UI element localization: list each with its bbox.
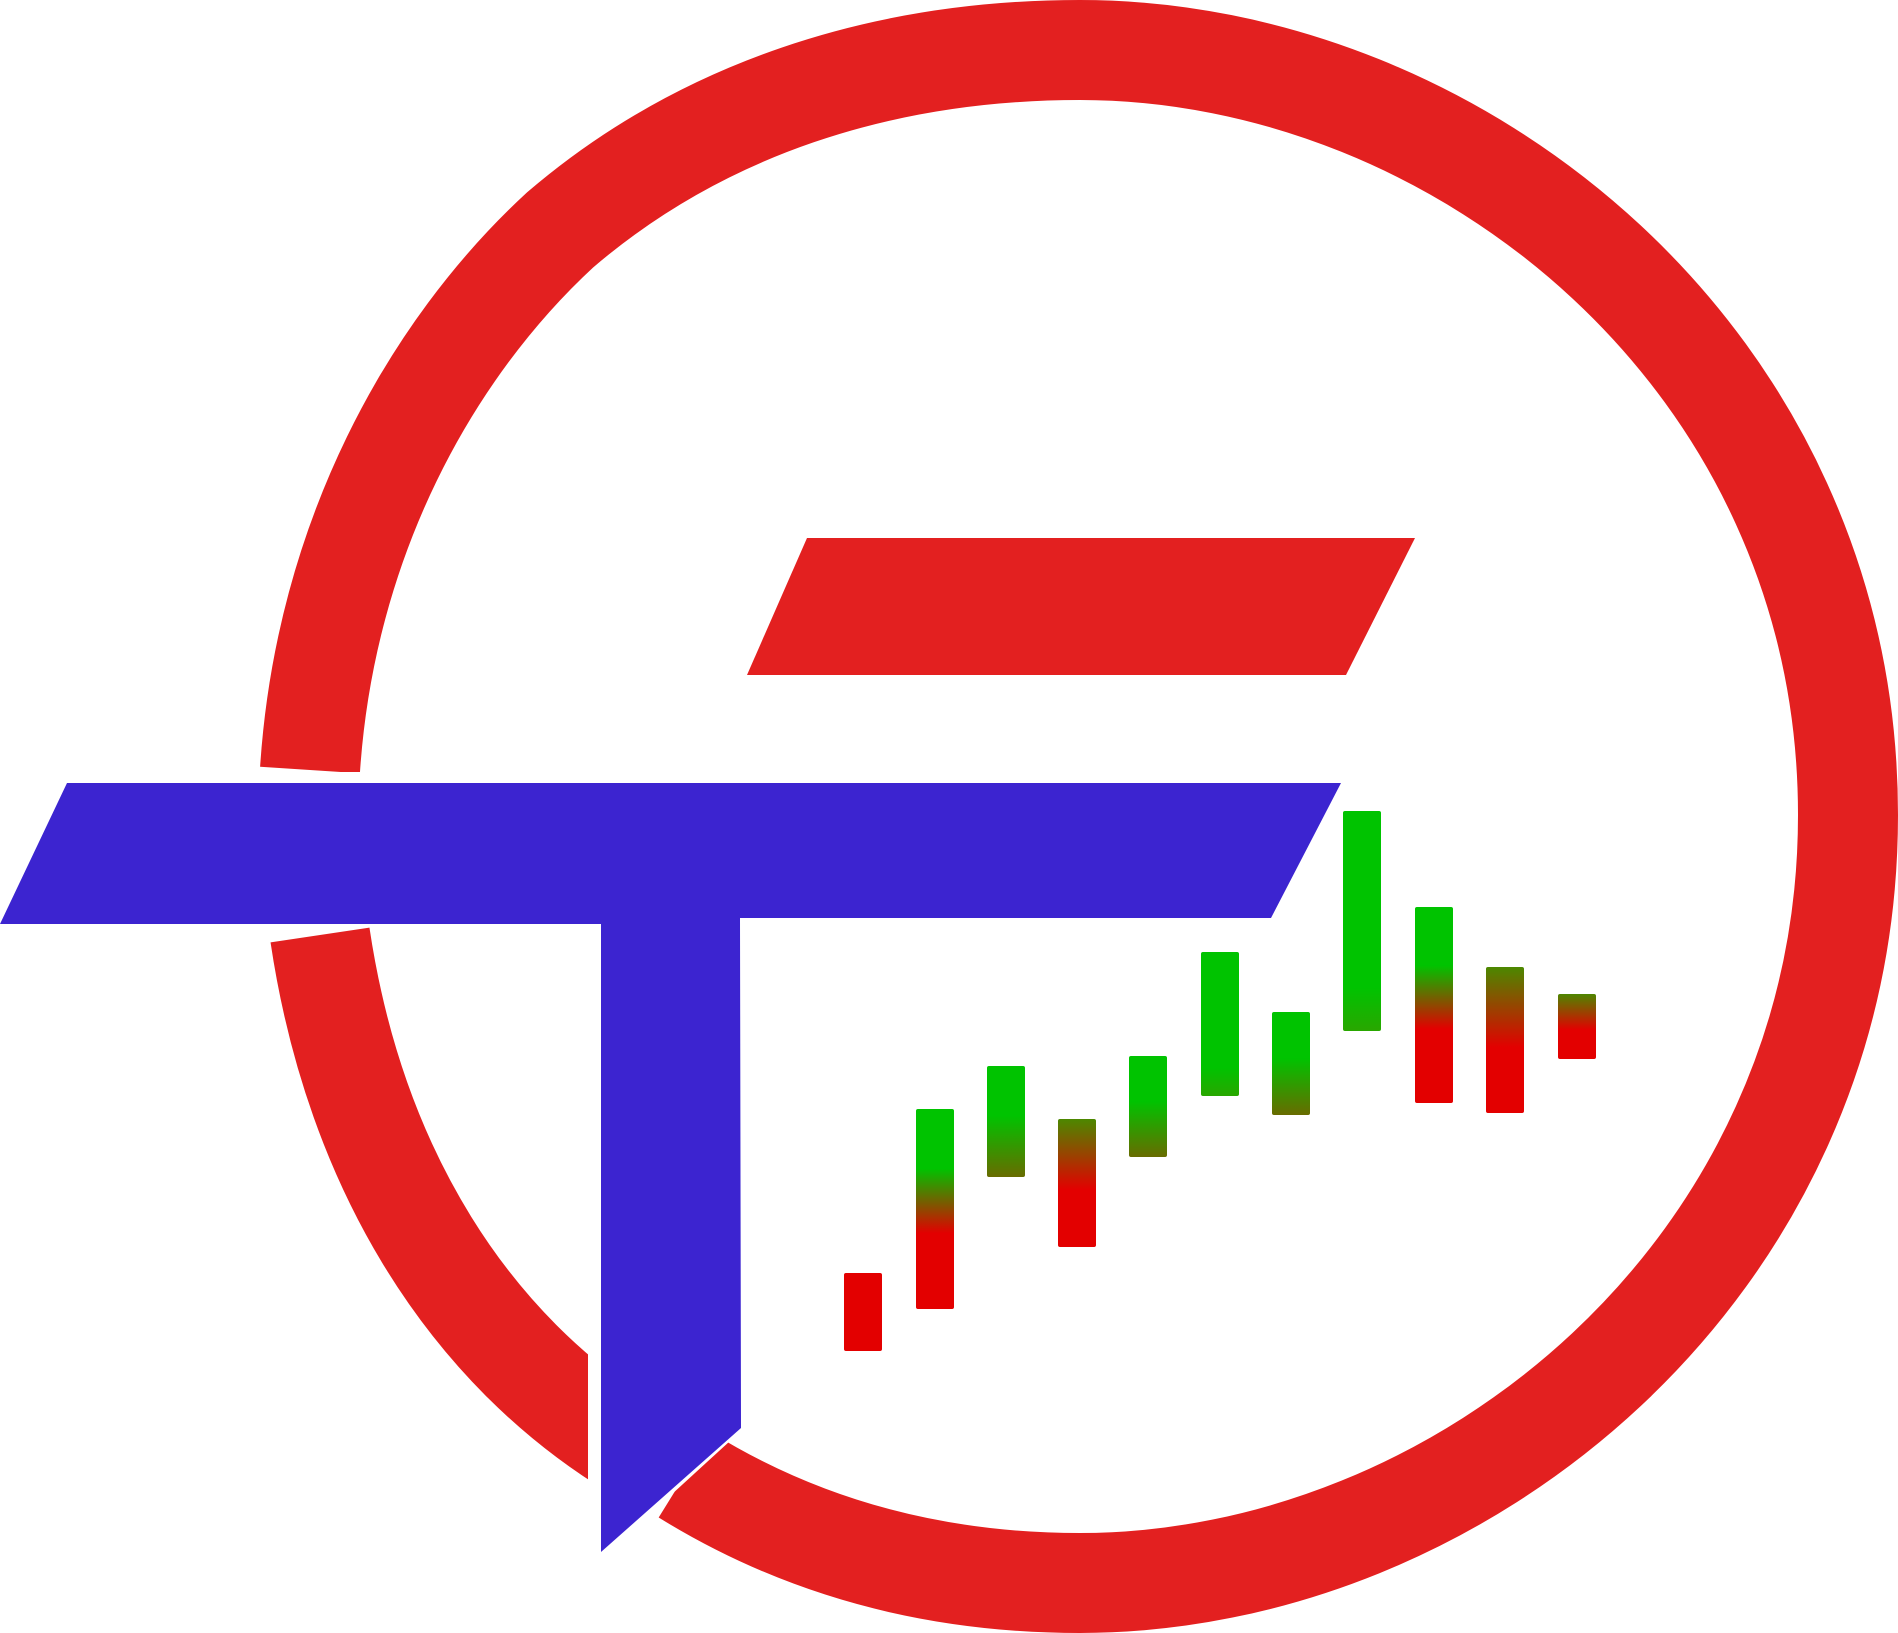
candle-2 <box>914 1051 956 1347</box>
candle-7 <box>1270 905 1312 1200</box>
candle-body <box>1056 1117 1098 1249</box>
f-bar-mark <box>747 538 1415 675</box>
candle-9 <box>1413 883 1455 1140</box>
candle-body <box>1127 1054 1169 1159</box>
candle-5 <box>1127 1054 1169 1210</box>
candle-6 <box>1199 925 1241 1220</box>
t-letter-mark <box>0 783 1341 1552</box>
candle-4 <box>1056 1003 1098 1298</box>
candle-body <box>842 1271 884 1353</box>
candle-body <box>1556 992 1598 1061</box>
candle-body <box>914 1107 956 1311</box>
candle-body <box>1341 809 1383 1033</box>
candle-8 <box>1341 784 1383 1080</box>
candle-body <box>985 1064 1027 1179</box>
candle-body <box>1413 905 1455 1105</box>
candle-10 <box>1484 900 1526 1197</box>
candle-body <box>1199 950 1241 1098</box>
candle-3 <box>985 1032 1027 1328</box>
candle-body <box>1270 1010 1312 1117</box>
candle-11 <box>1556 955 1598 1177</box>
candlestick-chart-icon <box>842 784 1598 1423</box>
candle-body <box>1484 965 1526 1115</box>
candle-1 <box>842 1233 884 1423</box>
